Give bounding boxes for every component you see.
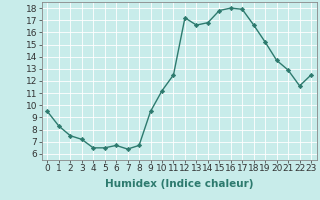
X-axis label: Humidex (Indice chaleur): Humidex (Indice chaleur) [105,179,253,189]
